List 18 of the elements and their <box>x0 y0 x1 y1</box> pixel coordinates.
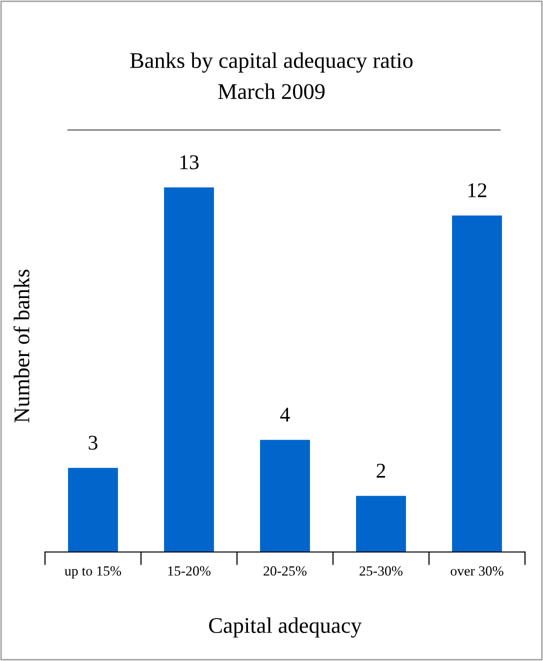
bar <box>260 440 310 552</box>
data-label: 4 <box>280 408 290 422</box>
x-tick-label: 25-30% <box>360 566 403 576</box>
x-tick-label: over 30% <box>450 566 504 576</box>
x-axis-title: Capital adequacy <box>209 617 362 638</box>
bar <box>356 496 406 552</box>
x-tick-label: 15-20% <box>168 566 211 576</box>
data-label: 2 <box>376 464 386 478</box>
data-label: 12 <box>468 183 486 198</box>
y-axis-title: Number of banks <box>14 270 30 423</box>
bar <box>68 468 118 552</box>
x-tick-label: up to 15% <box>64 566 122 578</box>
bar <box>452 215 502 552</box>
bar <box>164 187 214 552</box>
data-label: 3 <box>88 436 98 450</box>
data-label: 13 <box>180 155 199 170</box>
chart-title: Banks by capital adequacy ratio March 2009 <box>130 52 413 100</box>
x-tick-label: 20-25% <box>264 566 307 576</box>
